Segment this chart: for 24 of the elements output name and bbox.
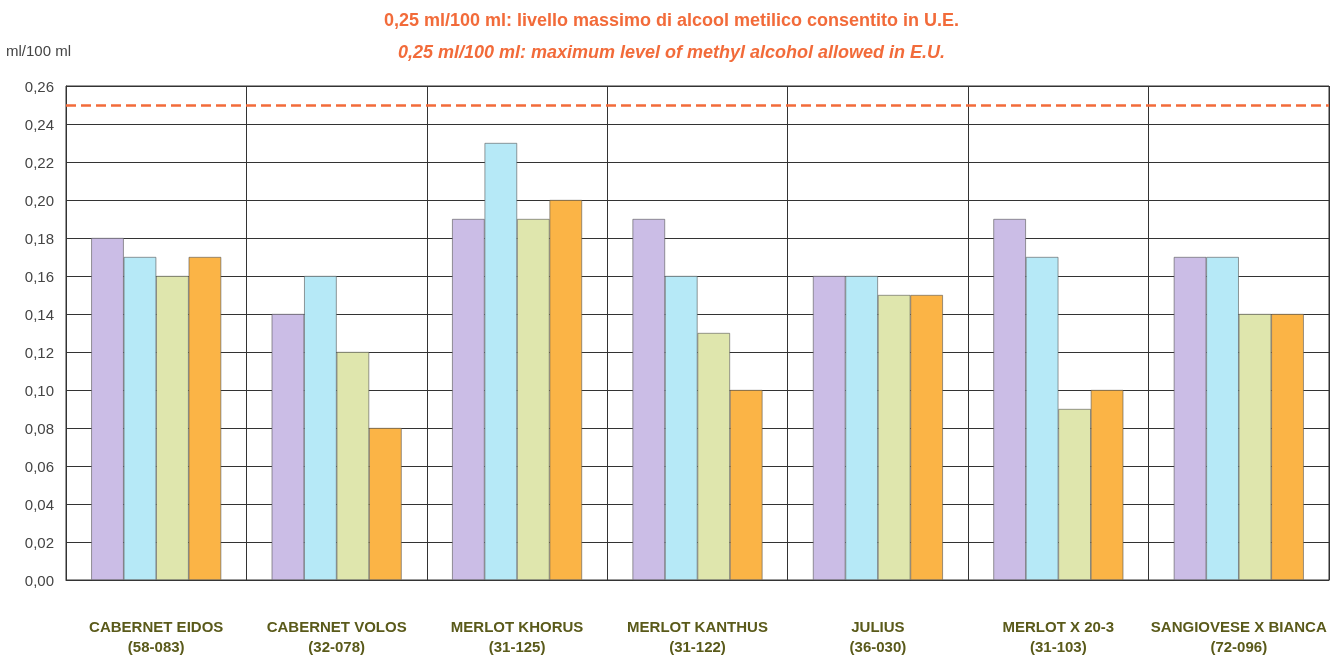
x-tick-label: MERLOT KHORUS (31-125) [450, 617, 584, 655]
y-tick-label: 0,06 [24, 457, 54, 475]
chart-subtitle: 0,25 ml/100 ml: maximum level of methyl alcohol allowed in E.U. [397, 42, 946, 62]
y-tick-label: 0,24 [24, 115, 54, 133]
x-tick-label: CABERNET EIDOS (58-083) [89, 617, 224, 655]
x-tick-label: MERLOT KANTHUS (31-122) [627, 617, 768, 655]
y-tick-label: 0,14 [24, 305, 54, 323]
chart-title: 0,25 ml/100 ml: livello massimo di alcool metilico consentito in U.E. [383, 10, 960, 30]
y-tick-label: 0,16 [24, 267, 54, 285]
y-tick-label: 0,22 [24, 153, 54, 171]
x-tick-label: CABERNET VOLOS (32-078) [266, 617, 407, 655]
y-tick-label: 0,18 [24, 229, 54, 247]
y-tick-label: 0,08 [24, 419, 54, 437]
y-tick-label: 0,00 [24, 571, 54, 589]
y-axis-title: ml/100 ml [6, 42, 72, 59]
x-tick-label: MERLOT X 20-3 (31-103) [1002, 617, 1115, 655]
x-tick-label: SANGIOVESE X BIANCA (72-096) [1150, 617, 1327, 655]
y-tick-label: 0,26 [24, 77, 54, 95]
y-tick-label: 0,12 [24, 343, 54, 361]
y-tick-label: 0,10 [24, 381, 54, 399]
x-tick-label: JULIUS (36-030) [849, 617, 907, 655]
y-tick-label: 0,20 [24, 191, 54, 209]
y-tick-label: 0,04 [24, 495, 54, 513]
y-tick-label: 0,02 [24, 533, 54, 551]
